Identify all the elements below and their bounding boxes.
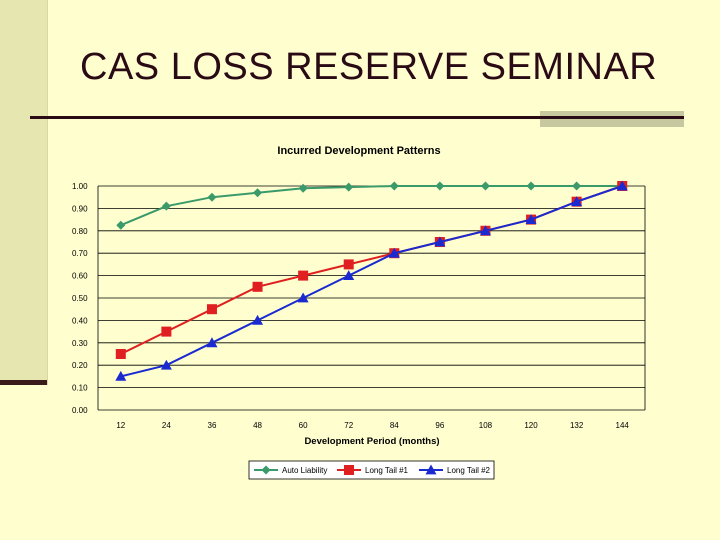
y-tick-label: 1.00 (72, 182, 88, 191)
data-point-long-tail-2 (388, 247, 400, 258)
x-tick-label: 60 (299, 421, 308, 430)
data-point-long-tail-1 (115, 349, 126, 359)
y-tick-label: 0.20 (72, 361, 88, 370)
data-point-long-tail-2 (206, 337, 218, 348)
data-point-long-tail-2 (252, 314, 264, 325)
y-tick-label: 0.30 (72, 339, 88, 348)
legend-box (248, 460, 495, 480)
y-tick-label: 0.80 (72, 227, 88, 236)
data-point-long-tail-2 (616, 180, 628, 191)
data-point-auto-liability (298, 183, 308, 193)
data-point-long-tail-2 (160, 359, 172, 370)
x-tick-label: 144 (616, 421, 630, 430)
y-tick-label: 0.00 (72, 406, 88, 415)
data-point-long-tail-2 (297, 292, 309, 303)
left-band-edge (47, 0, 48, 385)
title-rule (30, 116, 684, 119)
series-line-long-tail-1 (120, 185, 623, 355)
data-point-auto-liability (526, 181, 536, 191)
x-tick-label: 72 (344, 421, 353, 430)
data-point-long-tail-2 (525, 214, 537, 224)
y-tick-label: 0.90 (72, 204, 88, 213)
series-line-auto-liability (120, 185, 623, 227)
data-point-long-tail-1 (298, 270, 309, 281)
left-accent-band (0, 0, 47, 385)
legend-label-long-tail-2: Long Tail #2 (447, 466, 491, 475)
legend-marker-long-tail-2 (425, 464, 437, 475)
data-point-auto-liability (253, 188, 263, 198)
data-point-auto-liability (572, 181, 582, 191)
y-tick-label: 0.50 (72, 294, 88, 303)
x-tick-label: 12 (116, 421, 125, 430)
data-point-auto-liability (161, 201, 171, 211)
x-tick-label: 84 (390, 421, 399, 430)
data-point-long-tail-2 (571, 196, 583, 207)
legend-label-long-tail-1: Long Tail #1 (365, 466, 409, 475)
legend-marker-long-tail-1 (344, 465, 354, 475)
data-point-long-tail-1 (252, 281, 263, 292)
x-tick-label: 24 (162, 421, 171, 430)
data-point-auto-liability (344, 182, 354, 192)
data-point-long-tail-2 (115, 370, 127, 381)
x-tick-label: 48 (253, 421, 262, 430)
legend-marker-auto-liability (261, 465, 271, 475)
data-point-long-tail-2 (434, 236, 446, 247)
y-tick-label: 0.40 (72, 316, 88, 325)
x-axis-title: Development Period (months) (304, 436, 439, 447)
data-point-auto-liability (480, 181, 490, 191)
x-tick-label: 132 (570, 421, 584, 430)
y-tick-label: 0.60 (72, 272, 88, 281)
chart-title: Incurred Development Patterns (277, 145, 440, 157)
legend-label-auto-liability: Auto Liability (282, 466, 327, 475)
data-point-auto-liability (435, 181, 445, 191)
y-tick-label: 0.10 (72, 384, 88, 393)
data-point-auto-liability (207, 192, 217, 202)
data-point-long-tail-1 (161, 326, 172, 337)
series-line-long-tail-2 (120, 185, 623, 378)
y-tick-label: 0.70 (72, 249, 88, 258)
x-tick-label: 96 (435, 421, 444, 430)
slide-title: CAS LOSS RESERVE SEMINAR (80, 46, 658, 88)
x-tick-label: 108 (479, 421, 493, 430)
title-rule-accent (540, 111, 684, 127)
data-point-long-tail-2 (479, 225, 491, 236)
data-point-long-tail-1 (206, 304, 217, 315)
data-point-auto-liability (116, 220, 126, 230)
x-tick-label: 36 (208, 421, 217, 430)
data-point-auto-liability (389, 181, 399, 191)
x-tick-label: 120 (524, 421, 538, 430)
data-point-long-tail-2 (343, 270, 355, 280)
data-point-long-tail-1 (343, 259, 354, 270)
left-band-rule (0, 380, 47, 385)
